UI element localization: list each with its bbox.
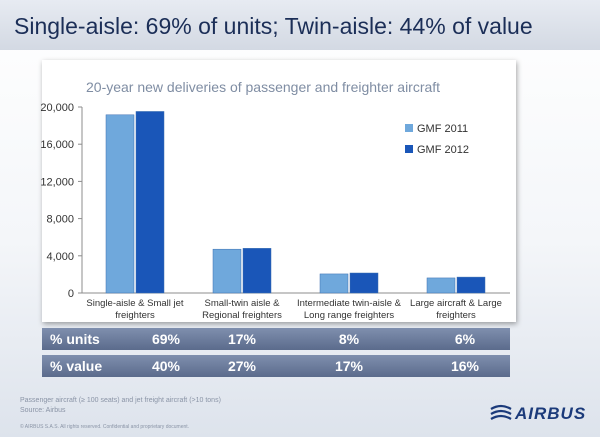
units-cell: 69% xyxy=(151,331,181,347)
y-tick-label: 16,000 xyxy=(40,139,74,151)
bar-gmf-2012 xyxy=(242,248,272,294)
legend: GMF 2011 GMF 2012 xyxy=(405,123,469,156)
x-tick-label: freighters xyxy=(436,310,476,321)
airbus-logo-icon xyxy=(490,404,512,420)
x-tick-label: Small-twin aisle & xyxy=(205,298,281,309)
copyright-notice: © AIRBUS S.A.S. All rights reserved. Con… xyxy=(20,424,190,430)
value-cell: 27% xyxy=(227,358,257,374)
y-tick-label: 12,000 xyxy=(40,176,74,188)
chart-title: 20-year new deliveries of passenger and … xyxy=(86,79,441,95)
bar-gmf-2011 xyxy=(426,277,456,294)
value-cell: 17% xyxy=(334,358,364,374)
x-tick-label: Intermediate twin-aisle & xyxy=(297,298,402,309)
x-tick-label: Single-aisle & Small jet xyxy=(86,298,184,309)
value-row: % value 40% 27% 17% 16% xyxy=(42,355,510,377)
y-tick-label: 20,000 xyxy=(40,102,74,114)
bar-gmf-2012 xyxy=(456,276,486,294)
x-tick-label: freighters xyxy=(115,310,155,321)
footnote-source: Source: Airbus xyxy=(20,407,66,414)
x-axis-labels: Single-aisle & Small jetfreightersSmall-… xyxy=(86,298,502,321)
units-row: % units 69% 17% 8% 6% xyxy=(42,328,510,350)
y-tick-label: 4,000 xyxy=(46,251,74,263)
airbus-logo: AIRBUS xyxy=(489,403,587,425)
legend-swatch xyxy=(405,145,413,153)
bar-gmf-2011 xyxy=(319,273,349,294)
bars xyxy=(105,111,486,294)
units-cell: 17% xyxy=(227,331,257,347)
value-cell: 40% xyxy=(151,358,181,374)
bar-gmf-2012 xyxy=(135,111,165,294)
y-tick-label: 8,000 xyxy=(46,214,74,226)
bar-gmf-2011 xyxy=(212,248,242,294)
units-cell: 6% xyxy=(454,331,476,347)
title-band xyxy=(0,0,600,50)
x-tick-label: Regional freighters xyxy=(202,310,282,321)
legend-swatch xyxy=(405,124,413,132)
footnote: Passenger aircraft (≥ 100 seats) and jet… xyxy=(20,396,221,416)
footnote-scope: Passenger aircraft (≥ 100 seats) and jet… xyxy=(20,397,221,404)
slide-title: Single-aisle: 69% of units; Twin-aisle: … xyxy=(14,13,533,39)
value-row-label: % value xyxy=(50,358,103,374)
y-tick-label: 0 xyxy=(68,288,74,300)
x-tick-label: Large aircraft & Large xyxy=(410,298,502,309)
bar-gmf-2012 xyxy=(349,272,379,294)
value-cell: 16% xyxy=(450,358,480,374)
airbus-logo-text: AIRBUS xyxy=(515,404,587,423)
bar-gmf-2011 xyxy=(105,114,135,294)
units-row-label: % units xyxy=(50,331,100,347)
x-tick-label: Long range freighters xyxy=(304,310,395,321)
legend-label: GMF 2011 xyxy=(417,123,468,135)
units-cell: 8% xyxy=(338,331,360,347)
legend-label: GMF 2012 xyxy=(417,144,469,156)
